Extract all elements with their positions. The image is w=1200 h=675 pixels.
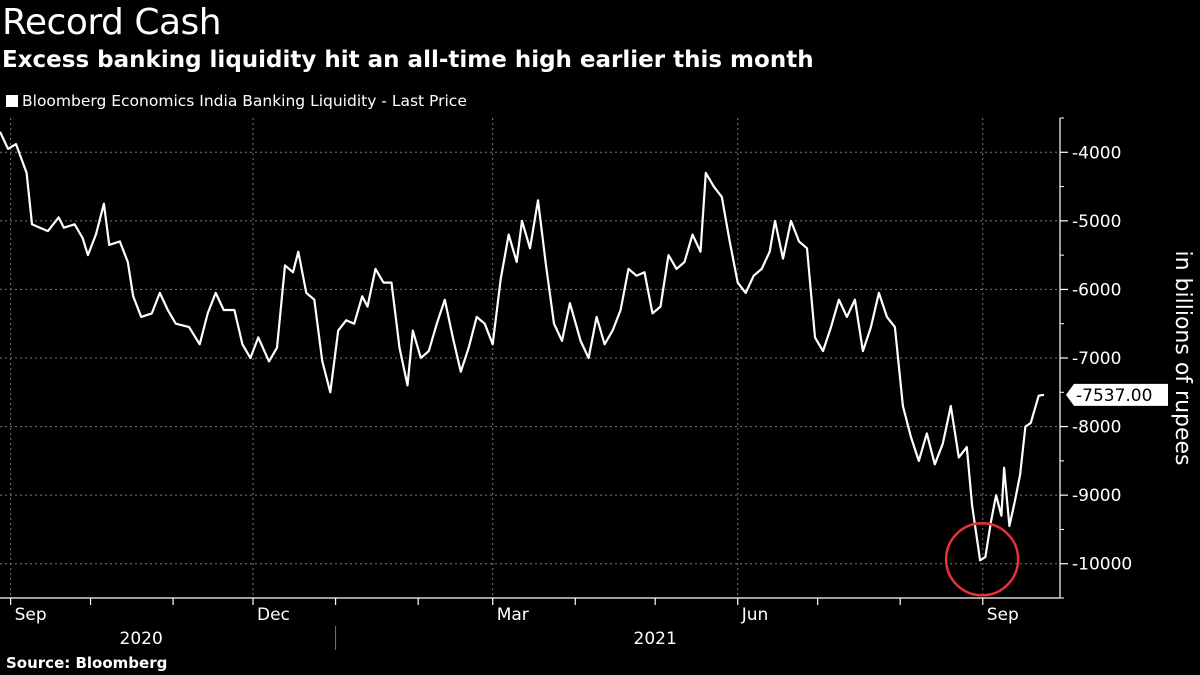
chart-subtitle: Excess banking liquidity hit an all-time… (2, 47, 814, 73)
year-label: 2021 (634, 629, 677, 649)
legend-swatch (6, 95, 18, 107)
legend: Bloomberg Economics India Banking Liquid… (6, 90, 467, 112)
y-tick-label: -5000 (1072, 212, 1121, 232)
chart-title: Record Cash (2, 2, 222, 43)
last-value-label: -7537.00 (1076, 386, 1152, 406)
x-tick-label: Sep (15, 605, 47, 625)
x-tick-label: Jun (741, 605, 769, 625)
source-note: Source: Bloomberg (6, 654, 168, 672)
x-tick-label: Mar (497, 605, 529, 625)
y-axis: -4000 -5000 -6000 -7000 -8000 -9000 -10000 (1059, 117, 1132, 599)
x-axis: Sep Dec Mar Jun Sep 2020 2021 (0, 597, 1060, 650)
legend-label: Bloomberg Economics India Banking Liquid… (22, 92, 467, 110)
y-tick-label: -7000 (1072, 349, 1121, 369)
y-tick-label: -9000 (1072, 486, 1121, 506)
y-tick-label: -10000 (1072, 555, 1132, 575)
last-value-marker: -7537.00 (1066, 383, 1168, 406)
y-tick-label: -8000 (1072, 418, 1121, 438)
series-line (0, 131, 1045, 562)
year-label: 2020 (120, 629, 163, 649)
record-low-circle (944, 522, 1020, 597)
y-axis-title: in billions of rupees (1170, 250, 1195, 465)
last-value-box (1066, 383, 1168, 406)
y-tick-label: -4000 (1072, 143, 1121, 163)
gridlines (0, 118, 1058, 598)
x-tick-label: Sep (987, 605, 1019, 625)
y-tick-label: -6000 (1072, 280, 1121, 300)
x-tick-label: Dec (257, 605, 290, 625)
